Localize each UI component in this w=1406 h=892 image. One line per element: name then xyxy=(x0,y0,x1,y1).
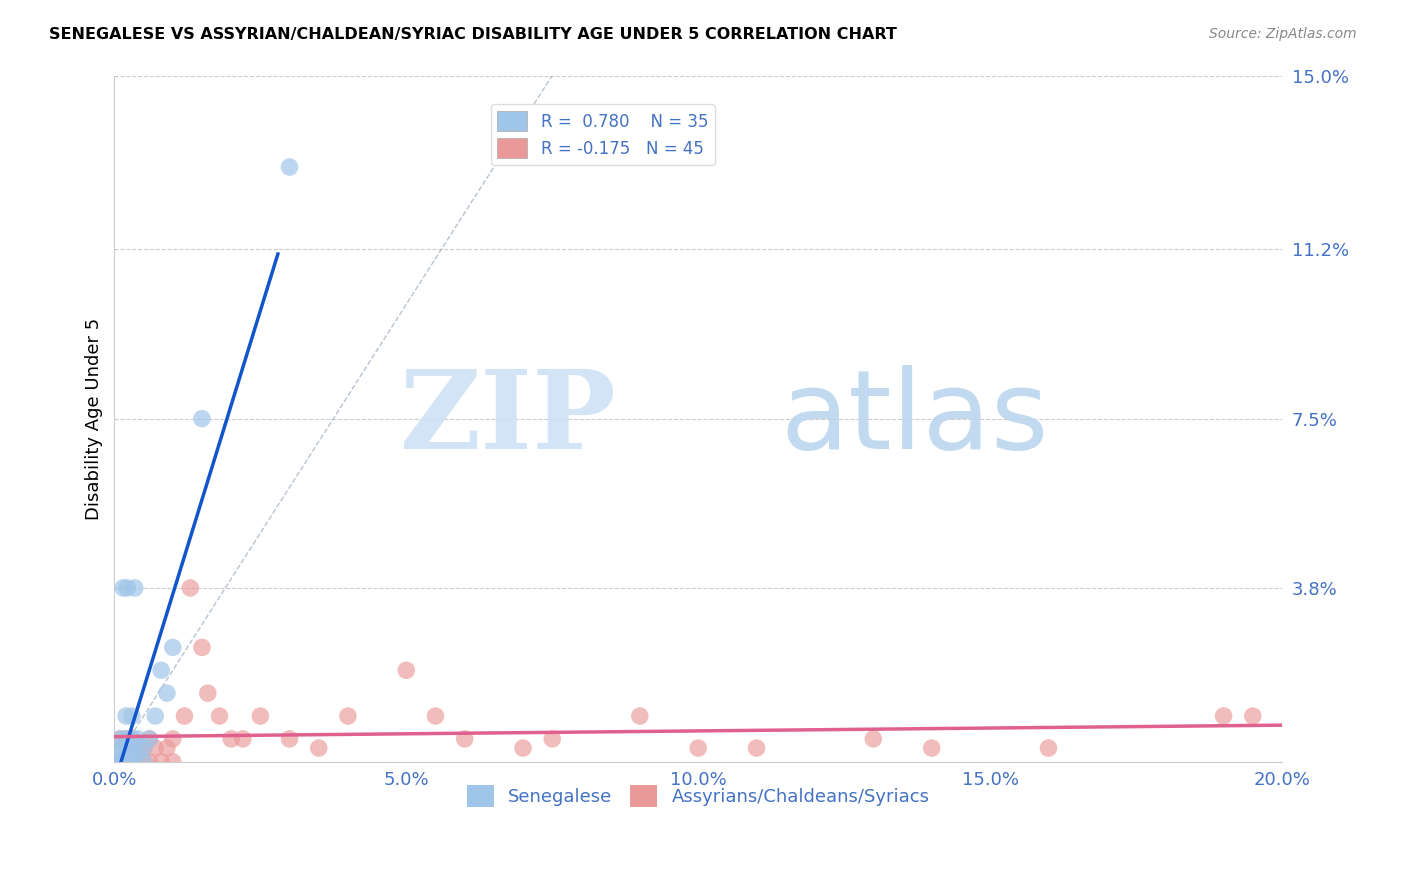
Point xyxy=(150,755,173,769)
Point xyxy=(115,731,138,746)
Point xyxy=(688,741,710,756)
Point xyxy=(541,731,564,746)
Point xyxy=(143,709,166,723)
Point xyxy=(162,640,184,655)
Point xyxy=(110,731,132,746)
Point xyxy=(197,686,219,700)
Point xyxy=(115,755,138,769)
Point xyxy=(105,755,128,769)
Text: atlas: atlas xyxy=(780,365,1049,472)
Point xyxy=(138,755,160,769)
Point xyxy=(862,731,884,746)
Text: ZIP: ZIP xyxy=(399,365,616,472)
Point xyxy=(115,731,138,746)
Point xyxy=(1241,709,1264,723)
Point xyxy=(112,755,135,769)
Point xyxy=(110,755,132,769)
Point xyxy=(112,755,135,769)
Point xyxy=(278,160,301,174)
Point xyxy=(512,741,534,756)
Point xyxy=(249,709,271,723)
Point xyxy=(110,755,132,769)
Point xyxy=(1038,741,1060,756)
Point xyxy=(156,741,179,756)
Point xyxy=(191,640,214,655)
Point xyxy=(143,741,166,756)
Point xyxy=(108,755,131,769)
Point xyxy=(745,741,768,756)
Point xyxy=(162,731,184,746)
Point xyxy=(105,755,128,769)
Point xyxy=(453,731,475,746)
Point xyxy=(112,581,135,595)
Point xyxy=(121,741,143,756)
Legend: Senegalese, Assyrians/Chaldeans/Syriacs: Senegalese, Assyrians/Chaldeans/Syriacs xyxy=(460,778,936,814)
Point xyxy=(121,755,143,769)
Point xyxy=(115,755,138,769)
Point xyxy=(132,755,155,769)
Point xyxy=(127,741,149,756)
Point xyxy=(138,731,160,746)
Text: SENEGALESE VS ASSYRIAN/CHALDEAN/SYRIAC DISABILITY AGE UNDER 5 CORRELATION CHART: SENEGALESE VS ASSYRIAN/CHALDEAN/SYRIAC D… xyxy=(49,27,897,42)
Point xyxy=(628,709,651,723)
Point xyxy=(124,581,146,595)
Point xyxy=(121,709,143,723)
Point xyxy=(127,746,149,760)
Point xyxy=(150,663,173,677)
Point xyxy=(115,741,138,756)
Point xyxy=(118,741,141,756)
Point xyxy=(110,755,132,769)
Point xyxy=(232,731,254,746)
Point xyxy=(115,755,138,769)
Point xyxy=(425,709,447,723)
Point xyxy=(121,741,143,756)
Point xyxy=(208,709,231,723)
Text: Source: ZipAtlas.com: Source: ZipAtlas.com xyxy=(1209,27,1357,41)
Point xyxy=(173,709,195,723)
Point xyxy=(179,581,201,595)
Point xyxy=(336,709,359,723)
Point xyxy=(127,731,149,746)
Point xyxy=(117,581,139,595)
Point xyxy=(110,731,132,746)
Point xyxy=(115,746,138,760)
Point xyxy=(219,731,242,746)
Point xyxy=(110,741,132,756)
Point xyxy=(110,746,132,760)
Point xyxy=(162,755,184,769)
Point xyxy=(121,731,143,746)
Point xyxy=(921,741,943,756)
Point xyxy=(121,731,143,746)
Y-axis label: Disability Age Under 5: Disability Age Under 5 xyxy=(86,318,103,520)
Point xyxy=(121,755,143,769)
Point xyxy=(138,731,160,746)
Point xyxy=(115,709,138,723)
Point xyxy=(156,686,179,700)
Point xyxy=(132,741,155,756)
Point xyxy=(308,741,330,756)
Point xyxy=(132,755,155,769)
Point xyxy=(121,755,143,769)
Point xyxy=(191,411,214,425)
Point xyxy=(118,755,141,769)
Point xyxy=(278,731,301,746)
Point xyxy=(1212,709,1234,723)
Point xyxy=(110,755,132,769)
Point xyxy=(132,741,155,756)
Point xyxy=(105,755,128,769)
Point xyxy=(395,663,418,677)
